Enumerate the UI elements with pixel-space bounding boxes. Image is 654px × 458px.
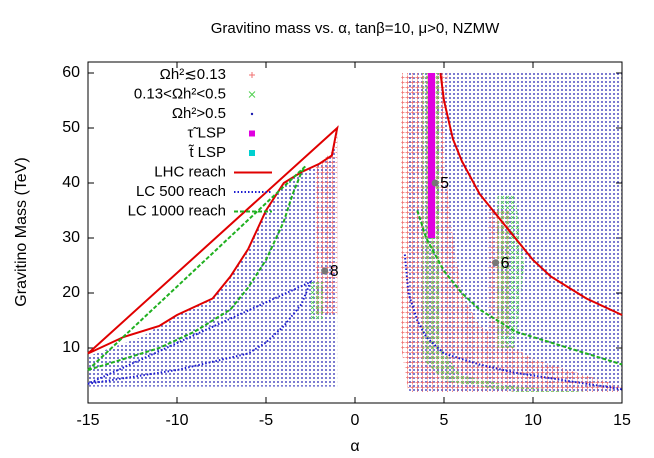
benchmark-point <box>321 267 329 275</box>
legend-swatch <box>248 91 256 98</box>
x-axis-label: α <box>350 438 359 455</box>
reach-line <box>87 254 623 391</box>
legend-label: τ̃ LSP <box>188 124 226 141</box>
plot-frame <box>87 61 623 404</box>
legend-label: t̃ LSP <box>188 144 226 161</box>
legend-label: LC 500 reach <box>136 183 226 200</box>
y-tick-label: 20 <box>62 284 80 301</box>
legend-label: Ωh²>0.5 <box>172 105 226 122</box>
x-tick-label: -15 <box>76 412 99 429</box>
region <box>427 73 436 238</box>
benchmark-point <box>492 259 500 267</box>
legend-label: 0.13<Ωh²<0.5 <box>134 85 226 102</box>
legend-label: Ωh²≲0.13 <box>160 66 226 83</box>
legend-swatch <box>249 130 255 137</box>
x-tick-label: 10 <box>524 412 542 429</box>
x-tick-label: 15 <box>613 412 631 429</box>
benchmark-point <box>431 179 439 187</box>
benchmark-label: 8 <box>330 263 339 280</box>
x-tick-label: -10 <box>165 412 188 429</box>
chart-title: Gravitino mass vs. α, tanβ=10, μ>0, NZMW <box>211 20 500 37</box>
benchmark-label: 5 <box>440 175 449 192</box>
y-tick-label: 30 <box>62 229 80 246</box>
x-tick-label: 5 <box>440 412 449 429</box>
benchmark-label: 6 <box>501 255 510 272</box>
y-tick-label: 40 <box>62 174 80 191</box>
reach-line <box>87 165 623 371</box>
legend-swatch <box>250 112 254 116</box>
region <box>310 73 587 392</box>
legend-swatch <box>249 72 255 78</box>
y-axis-label: Gravitino Mass (TeV) <box>13 157 30 306</box>
y-tick-label: 60 <box>62 64 80 81</box>
legend-label: LHC reach <box>154 163 226 180</box>
y-tick-label: 10 <box>62 339 80 356</box>
x-tick-label: -5 <box>259 412 273 429</box>
region <box>315 73 622 392</box>
legend-label: LC 1000 reach <box>128 202 226 219</box>
x-tick-label: 0 <box>351 412 360 429</box>
legend-swatch <box>249 150 255 156</box>
reach-line <box>87 72 623 355</box>
y-tick-label: 50 <box>62 119 80 136</box>
